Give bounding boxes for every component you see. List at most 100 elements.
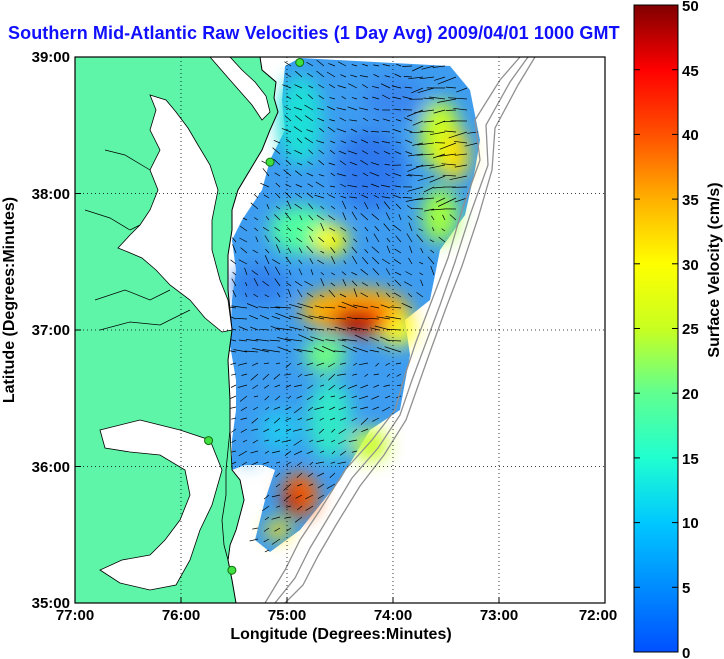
- colorbar-tick-label: 25: [682, 321, 699, 338]
- velocity-vector: [330, 395, 336, 398]
- velocity-vector: [297, 483, 303, 487]
- velocity-vector: [230, 362, 237, 365]
- velocity-vector: [275, 312, 292, 320]
- velocity-vector: [373, 108, 380, 111]
- velocity-vector: [442, 214, 446, 221]
- velocity-vector: [318, 237, 325, 243]
- velocity-vector: [260, 182, 270, 188]
- velocity-vector: [320, 272, 325, 276]
- velocity-vector: [409, 245, 413, 254]
- velocity-vector: [271, 516, 281, 520]
- velocity-vector: [393, 258, 402, 265]
- velocity-vector: [284, 115, 292, 122]
- velocity-vector: [423, 97, 435, 100]
- velocity-vector: [429, 131, 446, 136]
- velocity-vector: [372, 417, 380, 422]
- velocity-vector: [370, 131, 380, 133]
- velocity-vector: [320, 278, 325, 287]
- velocity-vector: [245, 282, 248, 287]
- velocity-vector: [240, 406, 248, 411]
- velocity-vector: [441, 228, 446, 232]
- velocity-vector: [316, 70, 325, 78]
- velocity-vector: [262, 349, 281, 353]
- velocity-vector: [351, 64, 358, 67]
- velocity-vector: [308, 214, 314, 221]
- velocity-vector: [284, 516, 292, 519]
- velocity-vector: [276, 292, 281, 298]
- velocity-vector: [343, 248, 347, 254]
- velocity-vector: [403, 76, 413, 78]
- velocity-vector: [307, 161, 314, 166]
- velocity-vector: [432, 65, 446, 68]
- velocity-vector: [438, 236, 446, 243]
- velocity-vector: [371, 256, 380, 265]
- velocity-vector: [285, 183, 292, 188]
- velocity-vector: [253, 193, 259, 199]
- velocity-vector: [393, 224, 402, 232]
- velocity-vector: [338, 428, 347, 434]
- velocity-vector: [444, 130, 457, 133]
- velocity-vector: [381, 196, 391, 199]
- velocity-vector: [238, 326, 248, 331]
- velocity-vector: [373, 373, 380, 376]
- velocity-vector: [417, 142, 435, 146]
- y-tick-label: 36:00: [32, 459, 70, 476]
- velocity-vector: [274, 278, 281, 287]
- velocity-vector: [266, 204, 270, 210]
- velocity-vector: [330, 140, 336, 144]
- velocity-vector: [319, 373, 325, 377]
- velocity-vector: [319, 417, 325, 421]
- velocity-vector: [372, 118, 380, 122]
- velocity-vector: [328, 289, 336, 298]
- velocity-vector: [376, 203, 380, 210]
- velocity-vector: [296, 312, 314, 320]
- velocity-vector: [336, 173, 347, 177]
- chesapeake-bay: [117, 94, 233, 333]
- velocity-vector: [338, 61, 347, 67]
- velocity-vector: [340, 227, 347, 232]
- velocity-vector: [386, 373, 391, 377]
- velocity-vector: [275, 362, 281, 365]
- velocity-vector: [427, 256, 435, 265]
- velocity-vector: [423, 120, 435, 123]
- velocity-vector: [273, 406, 281, 410]
- velocity-vector: [252, 527, 259, 530]
- velocity-vector: [294, 516, 303, 523]
- velocity-vector: [263, 362, 270, 365]
- velocity-vector: [283, 494, 292, 502]
- velocity-vector: [396, 373, 402, 377]
- velocity-vector: [274, 227, 281, 232]
- colorbar-tick-label: 30: [682, 257, 699, 274]
- velocity-vector: [349, 196, 358, 199]
- velocity-vector: [285, 73, 292, 78]
- velocity-vector: [416, 215, 424, 221]
- velocity-vector: [284, 106, 292, 111]
- velocity-vector: [373, 64, 380, 67]
- velocity-vector: [245, 339, 259, 342]
- velocity-vector: [252, 362, 259, 366]
- velocity-vector: [429, 164, 446, 169]
- velocity-vector: [352, 227, 358, 232]
- velocity-vector: [313, 347, 325, 353]
- velocity-vector: [273, 158, 281, 166]
- velocity-vector: [351, 395, 358, 399]
- velocity-vector: [263, 527, 270, 532]
- velocity-vector: [285, 406, 292, 411]
- velocity-vector: [453, 140, 468, 144]
- velocity-vector: [284, 338, 303, 342]
- velocity-vector: [264, 255, 270, 265]
- velocity-vector: [420, 130, 435, 133]
- velocity-vector: [317, 259, 325, 265]
- velocity-vector: [285, 384, 292, 388]
- velocity-vector: [264, 294, 270, 298]
- velocity-vector: [264, 417, 270, 422]
- velocity-vector: [386, 339, 402, 342]
- velocity-vector: [306, 362, 314, 366]
- velocity-vector: [287, 395, 292, 399]
- velocity-vector: [252, 439, 259, 444]
- velocity-vector: [416, 153, 435, 156]
- velocity-vector: [373, 141, 380, 144]
- colorbar-tick-label: 10: [682, 515, 699, 532]
- velocity-vector: [387, 282, 391, 287]
